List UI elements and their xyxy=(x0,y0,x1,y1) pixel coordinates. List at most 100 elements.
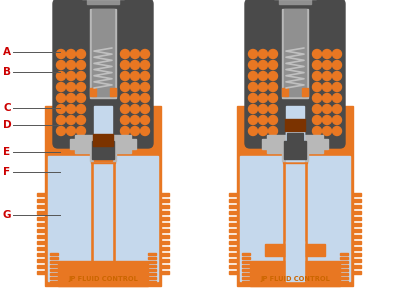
Bar xyxy=(91,153,115,163)
Circle shape xyxy=(66,83,76,91)
Circle shape xyxy=(322,61,332,70)
Bar xyxy=(286,126,304,161)
Circle shape xyxy=(130,72,140,81)
Bar xyxy=(286,241,304,281)
Bar xyxy=(229,259,237,262)
Bar xyxy=(340,269,348,271)
Bar xyxy=(161,205,169,208)
Circle shape xyxy=(268,83,278,91)
Circle shape xyxy=(130,116,140,125)
Circle shape xyxy=(312,49,322,58)
Bar xyxy=(229,265,237,268)
Circle shape xyxy=(140,61,150,70)
Circle shape xyxy=(76,127,86,136)
Circle shape xyxy=(56,83,66,91)
Bar xyxy=(94,106,112,281)
Circle shape xyxy=(120,127,130,136)
Circle shape xyxy=(248,116,258,125)
Circle shape xyxy=(56,93,66,102)
Bar xyxy=(148,265,156,267)
Bar xyxy=(92,141,114,159)
Bar xyxy=(90,9,116,98)
Bar xyxy=(45,106,161,286)
Circle shape xyxy=(130,83,140,91)
Bar xyxy=(148,261,156,263)
Bar xyxy=(37,241,45,244)
Bar xyxy=(50,261,58,263)
Circle shape xyxy=(56,72,66,81)
Circle shape xyxy=(248,49,258,58)
Circle shape xyxy=(248,104,258,113)
Circle shape xyxy=(332,104,342,113)
Circle shape xyxy=(312,127,322,136)
Circle shape xyxy=(140,83,150,91)
Bar xyxy=(242,253,250,255)
Bar xyxy=(229,205,237,208)
Bar xyxy=(70,139,136,149)
Circle shape xyxy=(66,93,76,102)
Bar xyxy=(302,88,308,96)
Bar xyxy=(242,269,250,271)
Circle shape xyxy=(140,104,150,113)
Bar xyxy=(161,235,169,238)
Circle shape xyxy=(120,72,130,81)
Circle shape xyxy=(322,49,332,58)
Circle shape xyxy=(248,83,258,91)
Bar xyxy=(50,257,58,259)
Circle shape xyxy=(268,104,278,113)
Bar xyxy=(50,253,58,255)
Bar xyxy=(229,193,237,196)
Circle shape xyxy=(140,72,150,81)
Bar xyxy=(48,156,90,281)
Circle shape xyxy=(258,61,268,70)
Bar xyxy=(87,0,119,4)
Bar xyxy=(353,247,361,250)
Circle shape xyxy=(258,49,268,58)
Bar xyxy=(340,277,348,279)
Text: D: D xyxy=(3,120,11,130)
Circle shape xyxy=(268,93,278,102)
Circle shape xyxy=(76,49,86,58)
Circle shape xyxy=(66,116,76,125)
Circle shape xyxy=(258,93,268,102)
Circle shape xyxy=(76,61,86,70)
Circle shape xyxy=(130,49,140,58)
Circle shape xyxy=(56,61,66,70)
Bar xyxy=(229,253,237,256)
Bar xyxy=(353,253,361,256)
Bar xyxy=(148,269,156,271)
Bar xyxy=(161,271,169,274)
Circle shape xyxy=(322,72,332,81)
Circle shape xyxy=(76,93,86,102)
Bar xyxy=(353,205,361,208)
Bar xyxy=(353,241,361,244)
Bar xyxy=(242,265,250,267)
Bar xyxy=(161,241,169,244)
Bar xyxy=(353,223,361,226)
Bar xyxy=(229,271,237,274)
Bar xyxy=(148,253,156,255)
Bar xyxy=(37,211,45,214)
Bar xyxy=(353,229,361,232)
Bar xyxy=(50,281,58,283)
Circle shape xyxy=(258,72,268,81)
Circle shape xyxy=(322,104,332,113)
Bar xyxy=(353,259,361,262)
Bar xyxy=(161,223,169,226)
Bar xyxy=(242,273,250,275)
Bar xyxy=(37,265,45,268)
Bar xyxy=(148,281,156,283)
Circle shape xyxy=(120,116,130,125)
Circle shape xyxy=(140,49,150,58)
Circle shape xyxy=(268,49,278,58)
Bar xyxy=(353,265,361,268)
Bar xyxy=(229,235,237,238)
Circle shape xyxy=(332,127,342,136)
FancyBboxPatch shape xyxy=(245,0,345,148)
Circle shape xyxy=(56,49,66,58)
Circle shape xyxy=(76,116,86,125)
Bar xyxy=(262,139,328,149)
Bar xyxy=(240,156,282,281)
Circle shape xyxy=(66,127,76,136)
Bar xyxy=(148,277,156,279)
